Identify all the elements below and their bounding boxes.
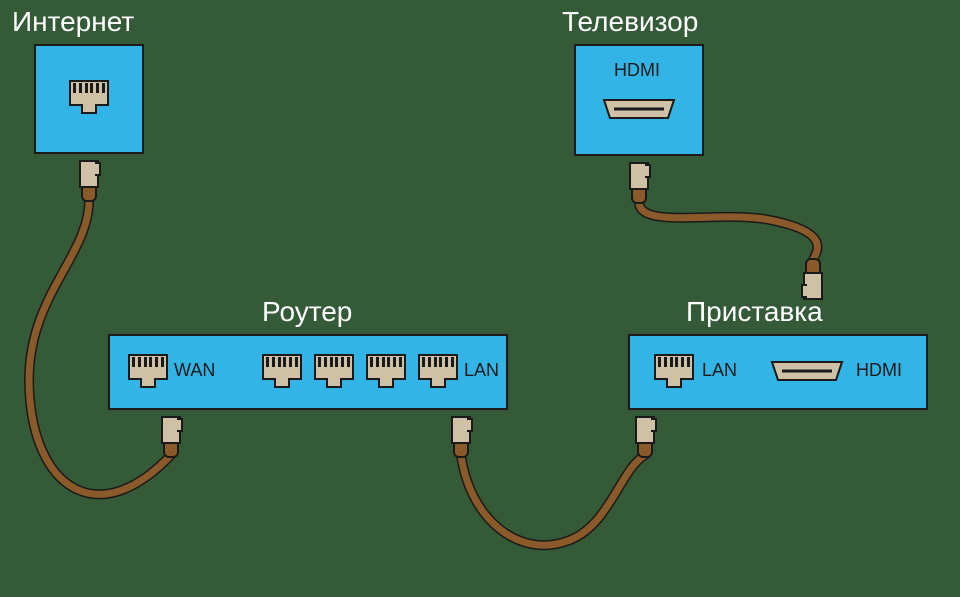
rj45-plug-icon bbox=[158, 416, 184, 458]
label-tv: Телевизор bbox=[562, 6, 698, 38]
hdmi-port-icon bbox=[770, 360, 844, 382]
rj45-plug-icon bbox=[800, 258, 826, 300]
rj45-plug-icon bbox=[626, 162, 652, 204]
label-router: Роутер bbox=[262, 296, 352, 328]
rj45-plug-icon bbox=[632, 416, 658, 458]
rj45-port-icon bbox=[69, 80, 109, 114]
portlabel-router-lan: LAN bbox=[464, 360, 499, 381]
label-stb: Приставка bbox=[686, 296, 823, 328]
label-internet: Интернет bbox=[12, 6, 134, 38]
rj45-plug-icon bbox=[76, 160, 102, 202]
portlabel-stb-hdmi: HDMI bbox=[856, 360, 902, 381]
portlabel-tv-hdmi: HDMI bbox=[614, 60, 660, 81]
rj45-port-icon bbox=[366, 354, 406, 388]
rj45-port-icon bbox=[654, 354, 694, 388]
rj45-port-icon bbox=[262, 354, 302, 388]
diagram-stage: Интернет Телевизор Роутер Приставка HDMI… bbox=[0, 0, 960, 597]
rj45-port-icon bbox=[418, 354, 458, 388]
portlabel-router-wan: WAN bbox=[174, 360, 215, 381]
rj45-port-icon bbox=[128, 354, 168, 388]
portlabel-stb-lan: LAN bbox=[702, 360, 737, 381]
rj45-plug-icon bbox=[448, 416, 474, 458]
hdmi-port-icon bbox=[602, 98, 676, 120]
rj45-port-icon bbox=[314, 354, 354, 388]
